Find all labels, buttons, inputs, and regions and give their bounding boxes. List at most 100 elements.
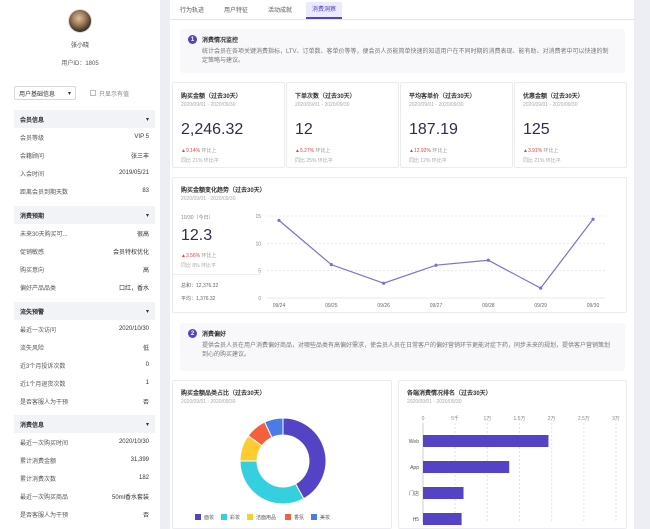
x-tick-label: 1.5万 — [514, 416, 526, 422]
metric-value: 125 — [523, 121, 550, 138]
section-header[interactable]: 流失预警 ▾ — [14, 302, 155, 320]
metric-range: 2020/09/01 - 2020/09/30 — [523, 102, 578, 108]
username: 张小晓 — [70, 43, 89, 49]
info-row: 累计消费次数 182 — [14, 469, 155, 487]
section-header[interactable]: 会员信息 ▾ — [14, 110, 155, 128]
metric-compare: 同比 12% 环比平 — [409, 158, 447, 164]
info-label: 近1个月退货次数 — [20, 381, 66, 388]
change-note: 环比上 — [201, 253, 217, 259]
channel-bar-chart: 0 5千 1万 1.5万 2万 2.5万 3万 Web App 门店 H5 — [409, 415, 620, 525]
caret-down-icon[interactable]: ▾ — [145, 308, 149, 315]
bar — [423, 461, 510, 473]
section-header[interactable]: 消费预期 ▾ — [14, 206, 155, 224]
section-title: 流失预警 — [20, 309, 45, 316]
section-consumption-expectation: 消费预期 ▾ 未来30天购买可... 很高 促销敏感 会员特权优化 购买意向 高 偏好产… — [14, 206, 155, 296]
info-row: 最近一次购买商品 50ml香水套装 — [14, 487, 155, 505]
x-tick-label: 09/24 — [273, 303, 286, 309]
chevron-down-icon: ▾ — [67, 90, 71, 97]
show-valued-only-checkbox[interactable]: 只显示有值 — [90, 89, 129, 98]
data-point — [434, 263, 438, 267]
section-title: 会员信息 — [20, 117, 45, 124]
info-label: 最近一次访问 — [20, 327, 57, 334]
legend-swatch — [221, 514, 227, 520]
info-value: 会员特权优化 — [112, 249, 149, 256]
trend-line-chart: 0 5 10 15 09/24 09/25 09/26 09/27 09/28 09/29 09/3… — [255, 214, 605, 309]
chart-title: 购买金额变化趋势（过去30天） — [181, 188, 266, 194]
bar — [423, 487, 464, 499]
change-note: 环比上 — [201, 148, 217, 154]
x-tick-label: 5千 — [451, 415, 459, 422]
data-point — [277, 218, 281, 222]
tab-activity-achievements[interactable]: 活动成就 — [268, 8, 293, 14]
metric-label: 下单次数（过去30天） — [295, 94, 356, 100]
section-header[interactable]: 消费信息 ▾ — [14, 415, 155, 433]
avatar[interactable] — [68, 9, 92, 33]
section-number-badge: 1 — [188, 35, 197, 44]
section-title: 2 消费偏好 — [188, 329, 226, 338]
info-row: 是否客服人为干预 否 — [14, 392, 155, 410]
info-label: 促销敏感 — [20, 249, 45, 256]
info-row: 会籍顾问 张三丰 — [14, 146, 155, 164]
legend-label: 香氛 — [294, 514, 304, 521]
tab-user-features[interactable]: 用户特征 — [224, 8, 249, 14]
info-row: 近1个月退货次数 1 — [14, 374, 155, 392]
metric-value: 187.19 — [409, 121, 458, 138]
info-value: 31,399 — [130, 457, 149, 463]
today-change: ▲3.56% 环比上 — [181, 252, 217, 259]
caret-down-icon[interactable]: ▾ — [145, 212, 149, 219]
metric-card: 优惠金额（过去30天） 2020/09/01 - 2020/09/30 125 … — [514, 82, 627, 168]
data-point — [539, 286, 543, 290]
change-note: 环比上 — [315, 148, 331, 154]
change-note: 环比上 — [432, 148, 448, 154]
today-value: 12.3 — [181, 227, 213, 244]
checkbox-label: 只显示有值 — [99, 91, 130, 98]
metric-change: ▲9.14% 环比上 — [181, 147, 217, 154]
chart-title: 各端消费情况排名（过去30天） — [407, 391, 492, 397]
info-row: 距离会员到期天数 83 — [14, 182, 155, 200]
x-tick-label: 09/25 — [325, 303, 338, 309]
info-value: 张三丰 — [130, 153, 149, 160]
x-tick-label: 09/27 — [430, 303, 443, 309]
x-tick-label: 1万 — [483, 416, 491, 422]
channel-bar-card: 各端消费情况排名（过去30天） 2020/09/01 - 2020/09/30 … — [398, 380, 627, 529]
caret-down-icon[interactable]: ▾ — [145, 421, 149, 428]
y-tick-label: App — [410, 465, 419, 471]
profile-header: 张小晓 用户ID：1805 — [0, 0, 160, 78]
info-label: 入会时间 — [20, 171, 45, 178]
info-row: 最近一次访问 2020/10/30 — [14, 320, 155, 338]
y-tick-label: 15 — [255, 214, 261, 220]
info-label: 流失风险 — [20, 345, 45, 352]
info-row: 入会时间 2019/05/21 — [14, 164, 155, 182]
chart-title: 购买金额品类占比（过去30天） — [181, 391, 266, 397]
change-value: ▲3.91% — [523, 148, 543, 154]
info-label: 未来30天购买可... — [20, 231, 68, 238]
caret-down-icon[interactable]: ▾ — [145, 116, 149, 123]
section-description: 统计会员在各项关键消费指标，LTV、订单数、客单价等等，便会员人员能简单快速的知… — [202, 49, 609, 64]
main-panel: 行为轨迹 用户特征 活动成就 消费洞察 1 消费情况监控 统计会员在各项关键消费指… — [170, 0, 634, 529]
info-label: 累计消费金额 — [20, 458, 57, 465]
section-consumption-info: 消费信息 ▾ 最近一次购买时间 2020/10/30 累计消费金额 31,399 累计… — [14, 415, 155, 523]
info-label: 距离会员到期天数 — [20, 189, 69, 196]
today-label: 10/30（今日） — [181, 215, 214, 221]
x-tick-label: 2.5万 — [578, 416, 590, 422]
metric-label: 平均客单价（过去30天） — [409, 94, 476, 100]
data-point — [329, 263, 333, 267]
info-value: VIP 5 — [134, 134, 149, 140]
metric-change: ▲12.92% 环比上 — [409, 147, 447, 154]
metric-compare: 同比 21% 环比平 — [181, 158, 219, 164]
info-category-select[interactable]: 用户基础信息 ▾ — [14, 86, 76, 100]
info-label: 偏好产品品类 — [20, 285, 57, 292]
legend-label: 美妆 — [320, 514, 330, 521]
legend-swatch — [247, 514, 253, 520]
legend-swatch — [311, 514, 317, 520]
tab-consumption-insights[interactable]: 消费洞察 — [306, 2, 343, 19]
metric-range: 2020/09/01 - 2020/09/30 — [295, 102, 350, 108]
info-label: 最近一次购买商品 — [20, 494, 69, 501]
data-point — [486, 258, 490, 262]
section-title: 消费预期 — [20, 213, 45, 220]
x-tick-label: 09/28 — [482, 303, 495, 309]
checkbox-box[interactable] — [90, 90, 96, 96]
chart-range: 2020/09/01 - 2020/09/30 — [181, 399, 236, 405]
info-value: 高 — [142, 267, 149, 274]
tab-behavior-track[interactable]: 行为轨迹 — [180, 8, 205, 14]
